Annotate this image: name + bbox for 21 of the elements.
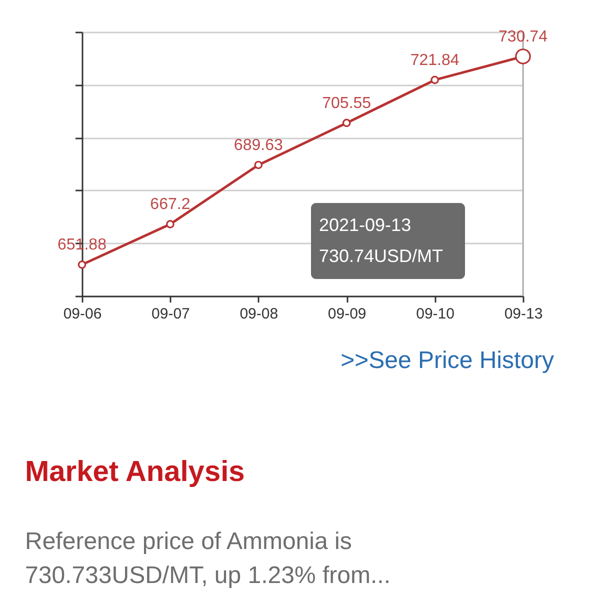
data-label: 705.55: [322, 94, 372, 112]
x-tick-label: 09-09: [328, 306, 366, 322]
point: [430, 76, 439, 84]
point: [78, 260, 86, 269]
x-tick-label: 09-06: [63, 306, 102, 322]
annotation: 730.74USD/MT: [319, 246, 444, 266]
text: >>See Price History: [340, 347, 554, 374]
x-tick-label: 09-13: [504, 306, 543, 322]
x-tick-label: 09-10: [416, 306, 454, 322]
data-label: 667.2: [150, 196, 190, 214]
data-label: 689.63: [234, 136, 283, 154]
x-tick-label: 09-08: [240, 306, 278, 322]
x-tick-label: 09-07: [152, 306, 190, 322]
point: [254, 160, 263, 170]
data-label: 730.74: [498, 28, 548, 46]
text: Reference price of Ammonia is 730.733USD/MT, up 1.23% from...: [25, 528, 391, 589]
annotation: 2021-09-13: [319, 215, 412, 235]
point: [166, 220, 174, 228]
text: Market Analysis: [25, 456, 245, 488]
data-label: 721.84: [410, 52, 460, 69]
point: [342, 118, 351, 128]
